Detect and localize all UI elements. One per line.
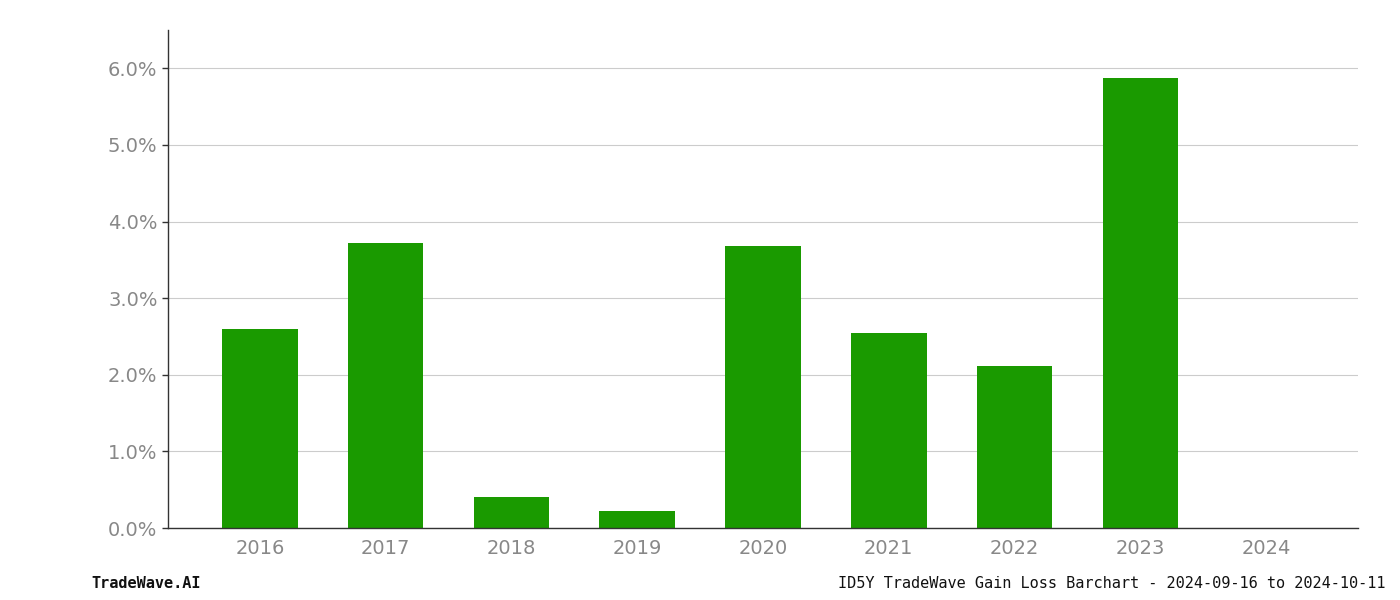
Text: TradeWave.AI: TradeWave.AI	[91, 576, 200, 591]
Bar	[223, 329, 298, 528]
Bar	[1103, 77, 1179, 528]
Text: ID5Y TradeWave Gain Loss Barchart - 2024-09-16 to 2024-10-11: ID5Y TradeWave Gain Loss Barchart - 2024…	[839, 576, 1386, 591]
Bar	[851, 332, 927, 528]
Bar	[473, 497, 549, 528]
Bar	[725, 246, 801, 528]
Bar	[347, 243, 423, 528]
Bar	[977, 365, 1053, 528]
Bar	[599, 511, 675, 528]
